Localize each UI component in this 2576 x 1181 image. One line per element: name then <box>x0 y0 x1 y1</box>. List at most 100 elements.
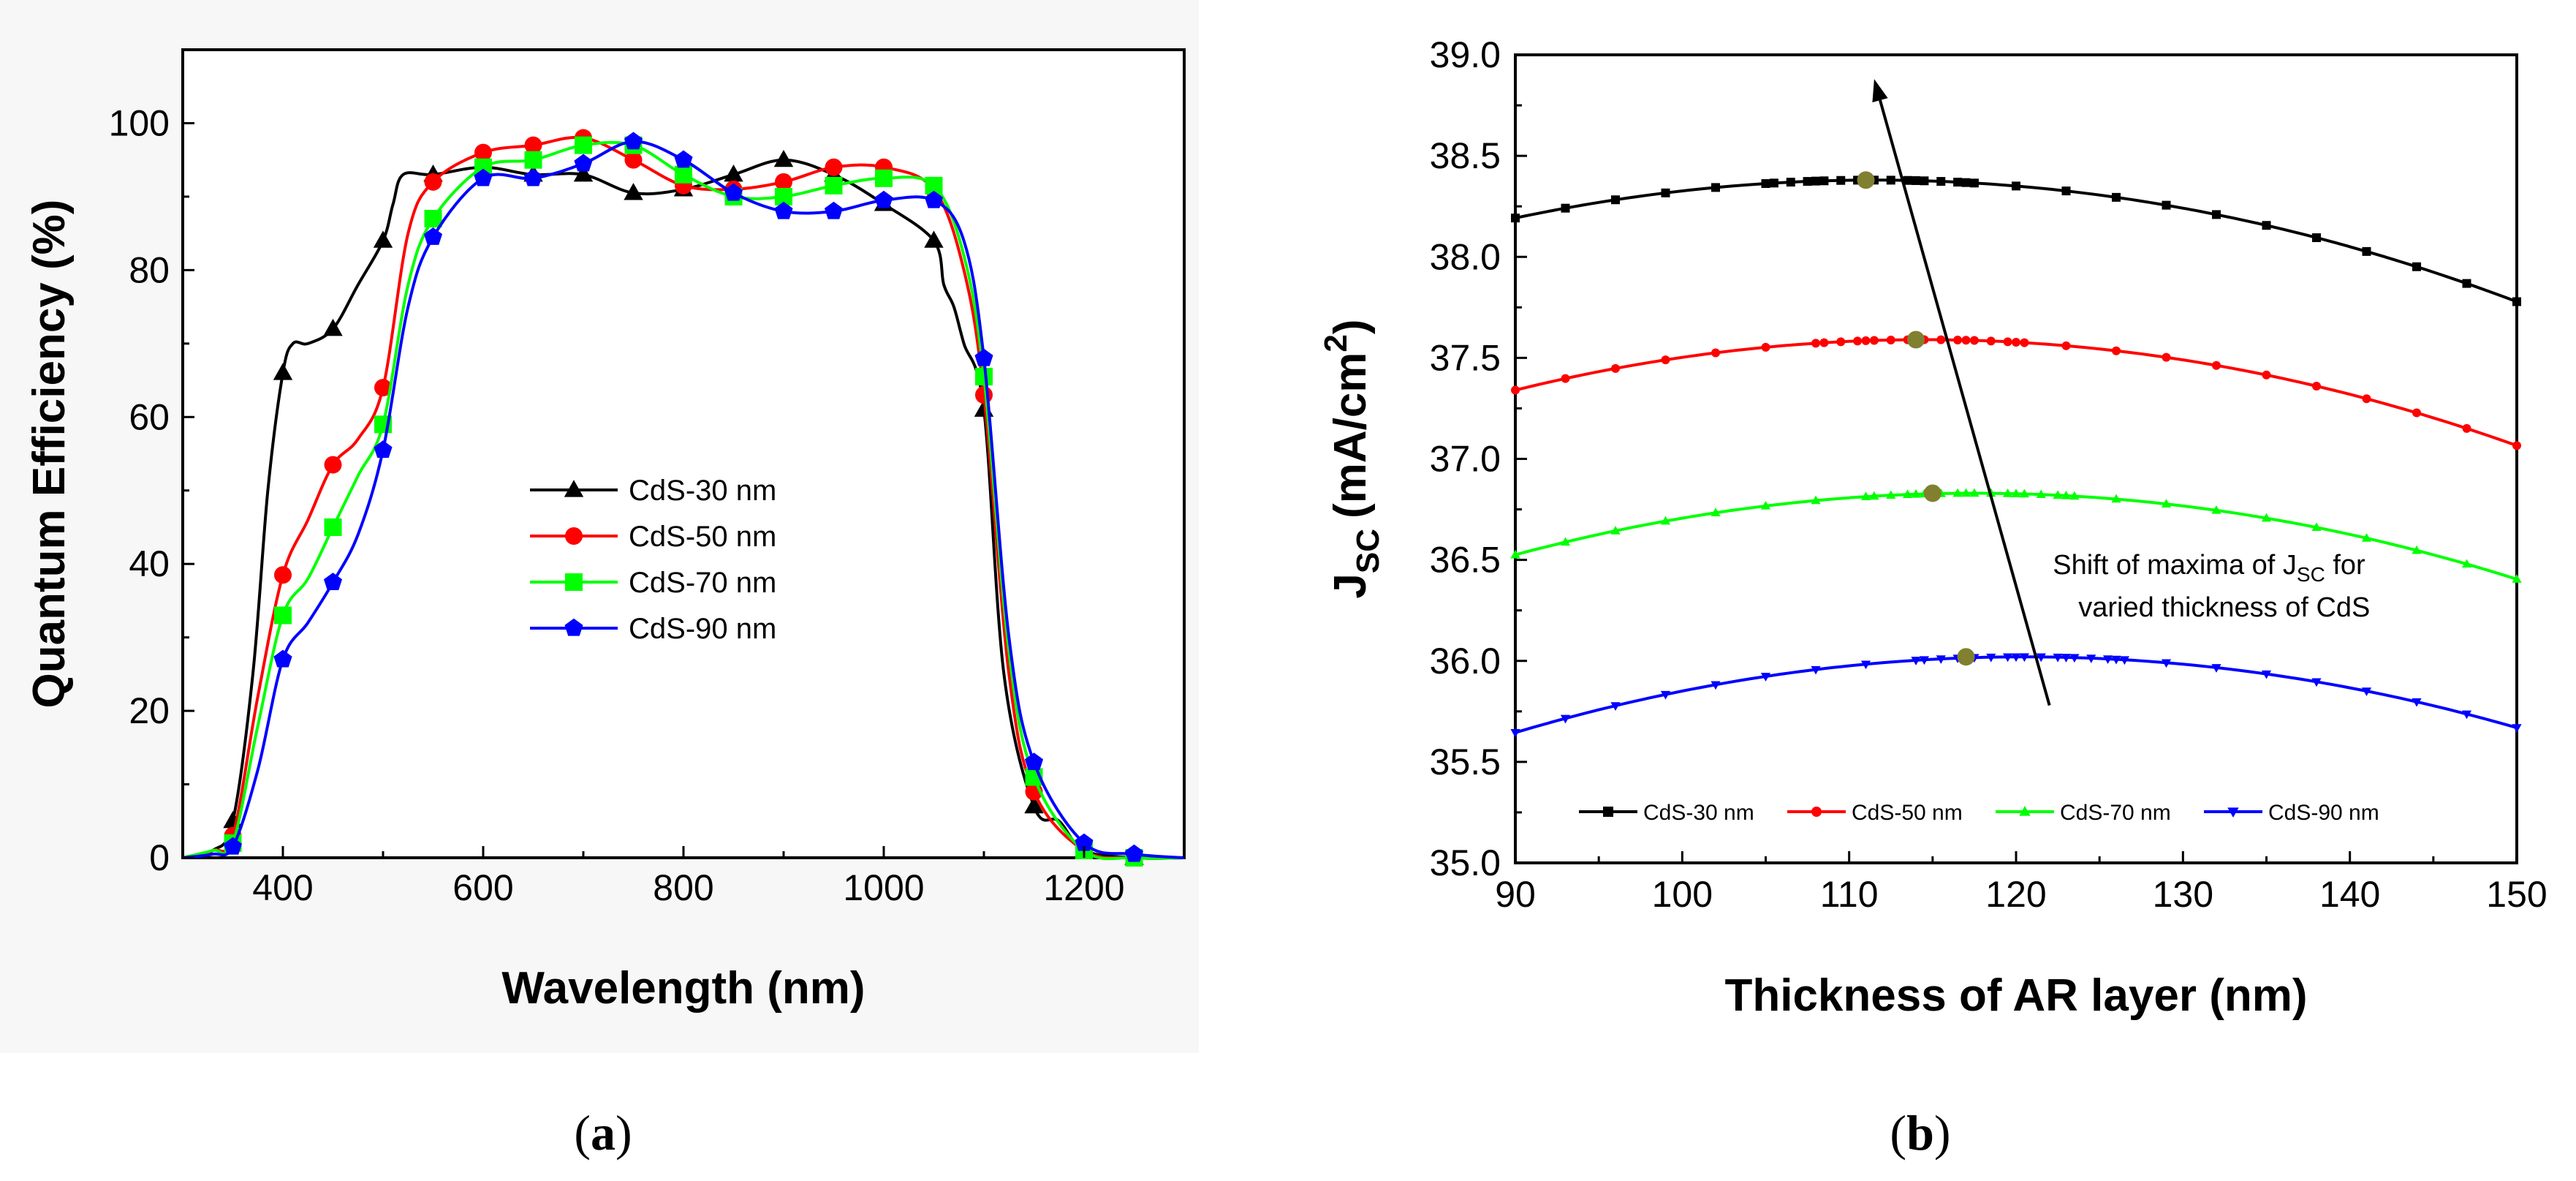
a-legend-label: CdS-50 nm <box>629 521 776 553</box>
b-legend-marker <box>1811 807 1822 817</box>
b-data-point <box>2412 545 2422 554</box>
b-data-point <box>2019 488 2030 498</box>
a-data-point <box>924 230 944 248</box>
a-data-point <box>824 201 844 219</box>
b-data-point <box>1853 336 1863 346</box>
a-data-point <box>374 440 393 459</box>
annotation-line-1: Shift of maxima of JSC for <box>2053 550 2365 586</box>
a-y-tick-label: 100 <box>109 102 170 143</box>
y-title-unit: (mA/cm <box>1325 352 1376 518</box>
b-arrow-shaft <box>1879 99 2051 706</box>
b-data-point <box>2361 533 2372 542</box>
y-title-subscript: SC <box>1350 529 1386 573</box>
panel-b-ticks: 90 100 110 120 130 140 150 35.0 35.5 36.0 36.5 37.0… <box>1430 34 2547 915</box>
b-x-tick-label: 130 <box>2153 874 2213 915</box>
panel-a-curves <box>182 129 1185 867</box>
b-data-point <box>2362 246 2371 256</box>
b-data-point <box>2512 724 2522 733</box>
y-title-j: J <box>1325 573 1376 598</box>
a-series-line-2 <box>182 135 1185 860</box>
b-y-tick-label: 35.0 <box>1430 842 1501 883</box>
b-data-point <box>1836 337 1846 347</box>
b-x-tick-label: 100 <box>1652 874 1713 915</box>
a-data-point <box>773 149 794 167</box>
b-data-point <box>2086 654 2096 663</box>
b-data-point <box>2019 653 2030 663</box>
b-data-point <box>1969 336 1979 345</box>
b-data-point <box>1761 179 1770 189</box>
a-data-point <box>624 151 643 169</box>
b-legend-label: CdS-50 nm <box>1852 801 1963 825</box>
a-data-point <box>624 132 643 150</box>
a-y-tick-label: 80 <box>129 249 170 290</box>
a-data-point <box>523 168 543 186</box>
a-data-point <box>924 190 944 208</box>
a-data-point <box>875 169 893 187</box>
panel-a-y-axis-title: Quantum Efficiency (%) <box>24 200 75 709</box>
annotation-text-post: for <box>2325 550 2365 581</box>
b-data-point <box>1819 338 1829 347</box>
b-x-tick-label: 150 <box>2486 874 2547 915</box>
b-data-point <box>1961 336 1971 345</box>
b-data-point <box>2036 653 2046 663</box>
b-data-point <box>1760 500 1771 510</box>
b-data-point <box>2012 337 2020 347</box>
a-y-tick-label: 60 <box>129 396 170 437</box>
a-data-point <box>724 183 743 201</box>
b-data-point <box>1911 657 1921 665</box>
b-y-tick-label: 35.5 <box>1430 742 1501 782</box>
b-data-point <box>2162 352 2171 362</box>
b-data-point <box>1986 336 1996 346</box>
a-data-point <box>874 190 893 208</box>
b-data-point <box>2003 337 2012 347</box>
panel-b-label-close: ) <box>1934 1105 1951 1161</box>
b-data-point <box>1560 537 1571 546</box>
b-y-tick-label: 36.5 <box>1430 540 1501 581</box>
a-data-point <box>524 136 542 154</box>
b-data-point <box>2111 655 2121 665</box>
b-data-point <box>1961 488 1971 497</box>
a-data-point <box>574 154 593 172</box>
b-data-point <box>1961 178 1971 187</box>
b-y-tick-label: 38.0 <box>1430 236 1501 277</box>
a-data-point <box>273 649 292 668</box>
b-data-point <box>1611 363 1620 373</box>
a-legend-marker <box>565 527 583 545</box>
b-data-point <box>1561 374 1570 383</box>
b-data-point <box>2161 659 2172 668</box>
b-data-point <box>2119 656 2130 665</box>
b-data-point <box>2362 394 2371 404</box>
b-data-point <box>2512 441 2521 450</box>
b-data-point <box>1986 653 1996 663</box>
b-data-point <box>1511 385 1520 395</box>
b-data-point <box>2061 341 2071 350</box>
b-data-point <box>1561 203 1570 213</box>
b-y-tick-label: 37.0 <box>1430 439 1501 480</box>
b-data-point <box>2261 670 2272 679</box>
panel-b-label: (b) <box>1890 1105 1950 1161</box>
b-data-point <box>2061 654 2072 663</box>
panel-a-legend: CdS-30 nm CdS-50 nm CdS-70 nm CdS-90 nm <box>530 475 776 645</box>
b-data-point <box>1711 508 1721 517</box>
annotation-subscript: SC <box>2297 563 2325 586</box>
b-data-point <box>1860 491 1871 500</box>
b-data-point <box>1952 488 1963 497</box>
b-legend-marker <box>2019 805 2031 816</box>
b-data-point <box>2112 192 2121 202</box>
b-data-point <box>2053 490 2063 499</box>
b-data-point <box>1912 176 1920 185</box>
a-data-point <box>274 566 292 584</box>
a-data-point <box>273 363 293 380</box>
a-data-point <box>1024 752 1044 771</box>
a-data-point <box>324 456 342 474</box>
b-data-point <box>1711 681 1721 690</box>
a-legend-marker <box>565 573 583 591</box>
b-data-point <box>2512 574 2522 583</box>
a-data-point <box>674 150 693 168</box>
b-data-point <box>2311 522 2322 532</box>
a-data-point <box>423 227 443 245</box>
b-data-point <box>1760 673 1771 682</box>
b-data-point <box>1919 656 1930 665</box>
a-data-point <box>724 164 743 182</box>
